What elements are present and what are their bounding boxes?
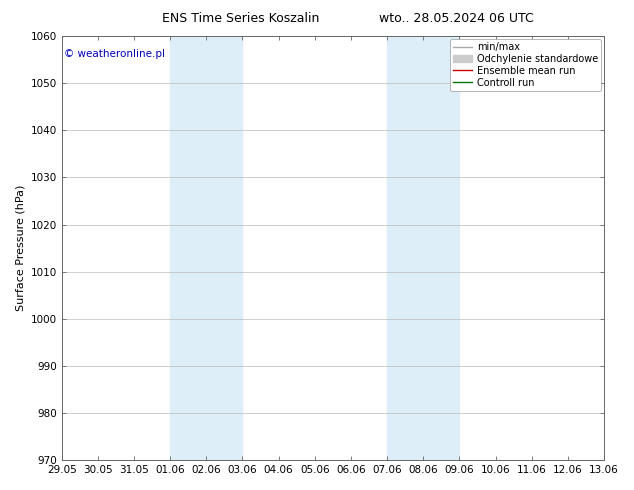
Y-axis label: Surface Pressure (hPa): Surface Pressure (hPa) xyxy=(15,185,25,311)
Text: ENS Time Series Koszalin: ENS Time Series Koszalin xyxy=(162,12,320,25)
Legend: min/max, Odchylenie standardowe, Ensemble mean run, Controll run: min/max, Odchylenie standardowe, Ensembl… xyxy=(450,39,601,91)
Bar xyxy=(387,36,460,460)
Text: wto.. 28.05.2024 06 UTC: wto.. 28.05.2024 06 UTC xyxy=(379,12,534,25)
Text: © weatheronline.pl: © weatheronline.pl xyxy=(65,49,165,59)
Bar xyxy=(170,36,242,460)
